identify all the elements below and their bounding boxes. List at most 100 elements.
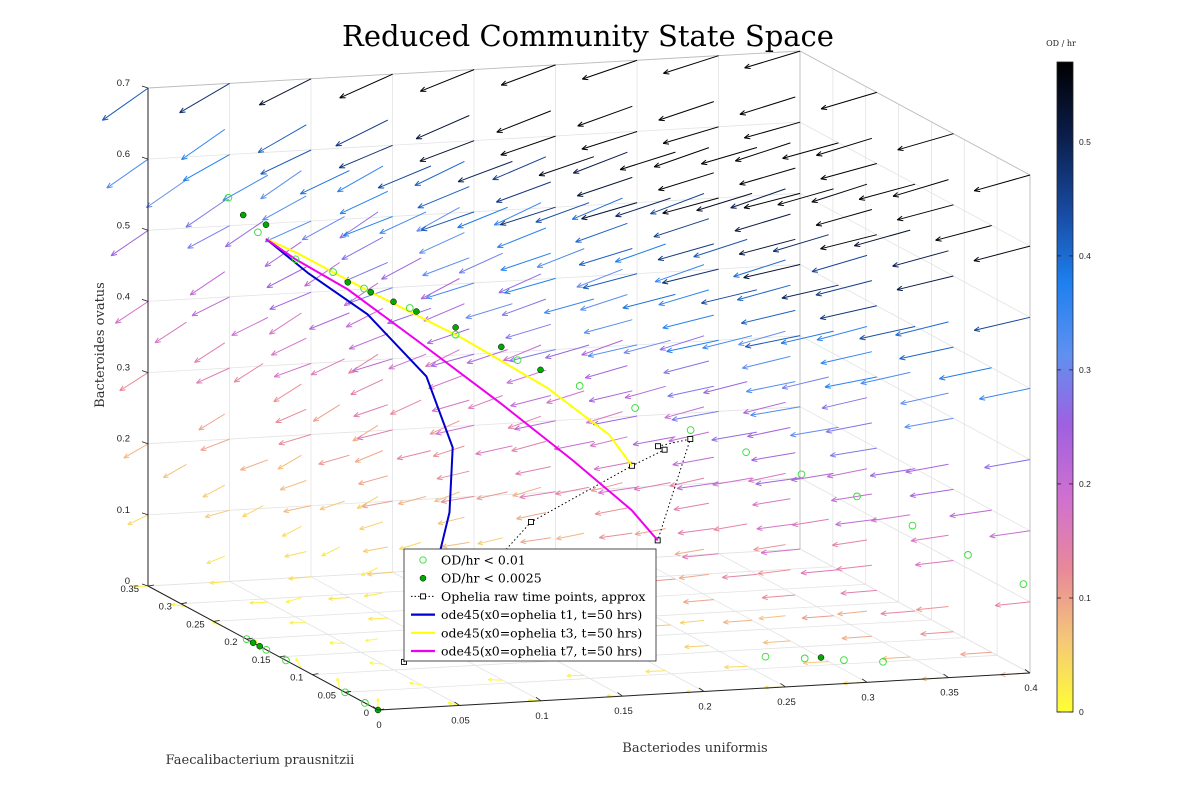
field-arrowhead	[622, 307, 629, 310]
field-arrow	[989, 530, 1031, 537]
field-arrow	[262, 195, 307, 221]
legend-label: ode45(x0=ophelia t1, t=50 hrs)	[441, 607, 642, 622]
field-arrowhead	[388, 364, 394, 370]
field-arrow	[369, 662, 383, 665]
field-arrow	[123, 443, 149, 459]
field-arrow	[654, 147, 710, 168]
field-arrowhead	[204, 513, 210, 518]
field-arrow	[544, 298, 595, 314]
field-arrowhead	[669, 482, 675, 487]
field-arrowhead	[825, 431, 832, 434]
field-arrowhead	[668, 437, 674, 442]
x-tick-label: 0.25	[777, 697, 796, 708]
field-arrowhead	[516, 518, 523, 521]
field-arrowhead	[359, 525, 364, 530]
low-rate-point	[360, 284, 368, 293]
x-tick	[617, 692, 623, 697]
x-tick-label: 0.4	[1024, 683, 1037, 694]
field-arrow	[209, 580, 230, 584]
field-arrowhead	[441, 546, 448, 549]
field-arrow	[285, 597, 302, 603]
field-arrowhead	[512, 495, 519, 497]
field-arrowhead	[593, 468, 601, 472]
field-arrow	[269, 291, 312, 310]
z-tick-label: 0.7	[117, 78, 130, 89]
field-arrow	[683, 599, 714, 603]
field-arrowhead	[666, 347, 672, 352]
field-arrow	[577, 105, 633, 127]
field-arrow	[206, 555, 225, 564]
field-arrow	[347, 287, 393, 304]
field-arrowhead	[587, 355, 594, 358]
field-arrow	[836, 564, 872, 570]
field-arrowhead	[270, 350, 276, 356]
field-arrow	[760, 548, 801, 554]
field-arrow	[341, 236, 384, 260]
field-arrow	[659, 335, 705, 351]
field-arrowhead	[233, 376, 238, 383]
field-arrow	[420, 69, 475, 92]
field-arrowhead	[301, 234, 307, 241]
field-arrowhead	[677, 529, 684, 534]
field-arrowhead	[747, 436, 754, 439]
field-arrowhead	[739, 183, 746, 186]
field-arrowhead	[123, 456, 130, 459]
field-arrowhead	[661, 278, 668, 284]
field-arrowhead	[505, 337, 512, 340]
field-arrow	[249, 601, 268, 604]
field-arrowhead	[663, 69, 669, 74]
field-arrow	[756, 523, 796, 530]
field-arrowhead	[835, 520, 841, 525]
field-arrowhead	[586, 422, 593, 424]
x-tick	[372, 706, 379, 711]
field-arrowhead	[734, 156, 741, 162]
field-arrowhead	[781, 342, 788, 345]
field-arrow	[368, 617, 388, 620]
field-arrow	[744, 50, 801, 69]
field-arrow	[916, 606, 949, 611]
field-arrow	[702, 335, 753, 349]
field-arrow	[657, 243, 714, 261]
field-arrow	[501, 298, 547, 316]
field-arrowhead	[701, 302, 708, 305]
field-arrowhead	[674, 553, 681, 557]
field-arrow	[358, 475, 388, 485]
y-tick	[377, 708, 385, 711]
field-arrowhead	[780, 339, 787, 344]
field-arrowhead	[899, 358, 906, 361]
field-arrowhead	[310, 370, 316, 376]
field-arrow	[425, 282, 475, 299]
field-arrowhead	[757, 573, 764, 576]
field-arrowhead	[632, 444, 639, 447]
field-arrowhead	[721, 574, 728, 578]
field-arrowhead	[437, 520, 443, 525]
field-arrowhead	[758, 615, 764, 619]
field-arrow	[344, 261, 389, 282]
field-arrowhead	[700, 159, 707, 165]
y-tick-label: 0	[364, 708, 369, 719]
field-arrow	[742, 355, 791, 369]
field-arrowhead	[756, 528, 763, 531]
very-low-rate-point	[452, 324, 459, 331]
field-arrowhead	[436, 478, 443, 481]
ode45-trajectory	[265, 237, 633, 467]
field-arrowhead	[353, 412, 359, 417]
field-arrowhead	[313, 419, 319, 422]
field-arrow	[619, 151, 676, 171]
field-arrow	[669, 477, 705, 487]
field-arrow	[279, 480, 307, 491]
field-arrowhead	[811, 271, 819, 273]
field-arrowhead	[658, 115, 664, 121]
low-rate-point	[964, 551, 972, 559]
field-arrowhead	[520, 541, 527, 545]
field-arrowhead	[679, 622, 685, 625]
field-arrowhead	[581, 144, 587, 150]
field-arrowhead	[501, 310, 507, 316]
field-arrowhead	[935, 239, 942, 242]
field-arrowhead	[657, 259, 664, 261]
field-arrowhead	[663, 142, 670, 145]
y-axis-label: Faecalibacterium prausnitzii	[166, 753, 355, 768]
field-arrowhead	[368, 616, 373, 620]
field-arrowhead	[312, 416, 318, 422]
field-arrowhead	[713, 529, 720, 532]
